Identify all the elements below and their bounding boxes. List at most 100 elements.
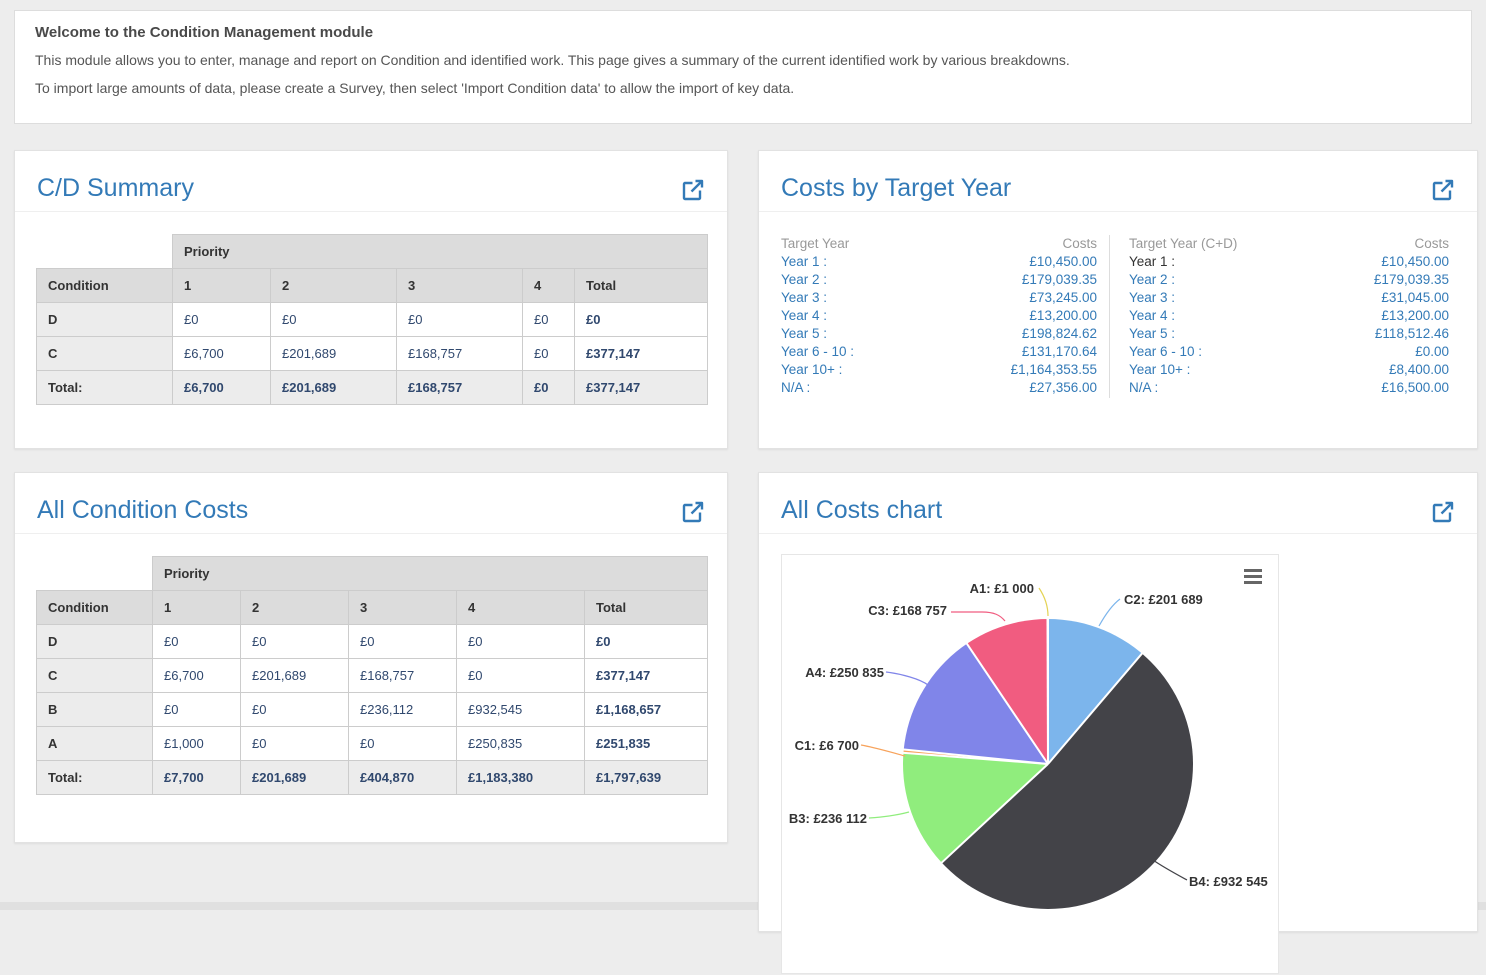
welcome-banner: Welcome to the Condition Management modu… bbox=[14, 10, 1472, 124]
all-condition-costs-table: Priority Condition 1 2 3 4 Total D £0 £0… bbox=[36, 556, 709, 795]
list-item: Year 6 - 10 : £131,170.64 bbox=[781, 343, 1097, 361]
all-costs-chart-header: All Costs chart bbox=[759, 473, 1477, 534]
external-link-icon[interactable] bbox=[681, 500, 705, 524]
year-value: £8,400.00 bbox=[1388, 362, 1449, 377]
all-condition-costs-panel: All Condition Costs Priority Condition 1… bbox=[14, 472, 728, 843]
row-label-cell: D bbox=[36, 302, 173, 337]
year-value: £179,039.35 bbox=[1021, 272, 1097, 287]
panel-title: C/D Summary bbox=[37, 174, 194, 202]
year-label: Year 6 - 10 : bbox=[781, 344, 855, 359]
total-cell: £0 bbox=[573, 302, 709, 337]
pie-slice-label: A1: £1 000 bbox=[969, 581, 1034, 596]
pie-slice-label: C3: £168 757 bbox=[868, 603, 947, 618]
year-label: Year 2 : bbox=[781, 272, 828, 287]
year-value: £10,450.00 bbox=[1029, 254, 1097, 269]
blank-cell bbox=[36, 556, 153, 591]
hamburger-menu-icon[interactable] bbox=[1244, 569, 1262, 587]
pie-slice-label: C1: £6 700 bbox=[794, 738, 859, 753]
table-row-columns: Condition 1 2 3 4 Total bbox=[36, 268, 709, 303]
year-value: £13,200.00 bbox=[1029, 308, 1097, 323]
row-label-cell: Total: bbox=[36, 760, 153, 795]
cd-summary-table-wrap: Priority Condition 1 2 3 4 Total D £0 £0… bbox=[36, 234, 709, 405]
table-header-cell: 2 bbox=[240, 590, 349, 625]
year-value: £1,164,353.55 bbox=[1010, 362, 1097, 377]
pie-chart[interactable] bbox=[903, 619, 1193, 909]
condition-management-dashboard: { "banner": { "title": "Welcome to the C… bbox=[0, 10, 1486, 974]
external-link-icon[interactable] bbox=[681, 178, 705, 202]
table-row: D £0 £0 £0 £0 £0 bbox=[36, 302, 709, 337]
panel-title: Costs by Target Year bbox=[781, 174, 1012, 202]
table-header-cell: 3 bbox=[396, 268, 523, 303]
external-link-icon[interactable] bbox=[1431, 500, 1455, 524]
value-cell: £0 bbox=[172, 302, 271, 337]
list-item: Year 2 : £179,039.35 bbox=[1129, 271, 1449, 289]
year-label: N/A : bbox=[781, 380, 811, 395]
value-cell: £0 bbox=[396, 302, 523, 337]
year-label: Year 3 : bbox=[781, 290, 828, 305]
total-cell: £377,147 bbox=[573, 370, 709, 405]
year-value: £179,039.35 bbox=[1373, 272, 1449, 287]
list-item: Year 4 : £13,200.00 bbox=[781, 307, 1097, 325]
value-cell: £6,700 bbox=[172, 336, 271, 371]
panel-title: All Costs chart bbox=[781, 496, 943, 524]
total-cell: £377,147 bbox=[573, 336, 709, 371]
row-label-cell: Total: bbox=[36, 370, 173, 405]
all-condition-costs-table-wrap: Priority Condition 1 2 3 4 Total D £0 £0… bbox=[36, 556, 709, 795]
year-value: £0.00 bbox=[1415, 344, 1449, 359]
row-label-cell: D bbox=[36, 624, 153, 659]
value-cell: £236,112 bbox=[348, 692, 457, 727]
costs-by-target-year-header: Costs by Target Year bbox=[759, 151, 1477, 212]
value-cell: £0 bbox=[152, 624, 241, 659]
pie-area: A1: £1 000 C2: £201 689 C3: £168 757 A4:… bbox=[782, 555, 1278, 973]
value-cell: £6,700 bbox=[172, 370, 271, 405]
list-item: Year 5 : £198,824.62 bbox=[781, 325, 1097, 343]
blank-cell bbox=[36, 234, 173, 269]
list-item: Year 4 : £13,200.00 bbox=[1129, 307, 1449, 325]
value-cell: £168,757 bbox=[396, 370, 523, 405]
year-value: £27,356.00 bbox=[1029, 380, 1097, 395]
value-cell: £932,545 bbox=[456, 692, 585, 727]
year-label: Year 1 : bbox=[1129, 254, 1176, 269]
value-cell: £0 bbox=[522, 336, 575, 371]
value-cell: £201,689 bbox=[270, 336, 397, 371]
table-row-columns: Condition 1 2 3 4 Total bbox=[36, 590, 709, 625]
banner-line2: To import large amounts of data, please … bbox=[35, 80, 795, 96]
pie-slice-label: C2: £201 689 bbox=[1124, 592, 1203, 607]
table-header-cell: Total bbox=[583, 590, 709, 625]
year-label: Year 3 : bbox=[1129, 290, 1176, 305]
footer-strip bbox=[0, 902, 1486, 910]
banner-line1: This module allows you to enter, manage … bbox=[35, 52, 1070, 68]
pie-slice-label: A4: £250 835 bbox=[805, 665, 884, 680]
table-row: C £6,700 £201,689 £168,757 £0 £377,147 bbox=[36, 658, 709, 693]
value-cell: £6,700 bbox=[152, 658, 241, 693]
row-label-cell: C bbox=[36, 336, 173, 371]
list-item: Year 5 : £118,512.46 bbox=[1129, 325, 1449, 343]
row-label-cell: C bbox=[36, 658, 153, 693]
value-cell: £168,757 bbox=[396, 336, 523, 371]
pie-slice-label: B3: £236 112 bbox=[788, 811, 867, 826]
total-cell: £1,168,657 bbox=[583, 692, 709, 727]
total-cell: £0 bbox=[583, 624, 709, 659]
table-row: C £6,700 £201,689 £168,757 £0 £377,147 bbox=[36, 336, 709, 371]
value-cell: £0 bbox=[522, 370, 575, 405]
cd-summary-header: C/D Summary bbox=[15, 151, 727, 212]
value-cell: £201,689 bbox=[270, 370, 397, 405]
list-item: Year 2 : £179,039.35 bbox=[781, 271, 1097, 289]
priority-header-cell: Priority bbox=[151, 556, 709, 591]
all-condition-costs-header: All Condition Costs bbox=[15, 473, 727, 534]
target-year-cd-column: Target Year (C+D) Costs Year 1 : £10,450.… bbox=[1129, 235, 1449, 397]
list-item: Year 10+ : £8,400.00 bbox=[1129, 361, 1449, 379]
year-value: £10,450.00 bbox=[1381, 254, 1449, 269]
total-cell: £377,147 bbox=[583, 658, 709, 693]
table-header-cell: Condition bbox=[36, 590, 153, 625]
all-costs-chart-panel: All Costs chart A1: £1 000 C2: £201 689 bbox=[758, 472, 1478, 974]
table-total-row: Total: £7,700 £201,689 £404,870 £1,183,3… bbox=[36, 760, 709, 795]
value-cell: £404,870 bbox=[348, 760, 457, 795]
table-row: A £1,000 £0 £0 £250,835 £251,835 bbox=[36, 726, 709, 761]
external-link-icon[interactable] bbox=[1431, 178, 1455, 202]
value-cell: £0 bbox=[240, 726, 349, 761]
value-cell: £0 bbox=[522, 302, 575, 337]
table-header-cell: 1 bbox=[172, 268, 271, 303]
value-cell: £0 bbox=[348, 726, 457, 761]
table-row-priority: Priority bbox=[36, 556, 709, 591]
